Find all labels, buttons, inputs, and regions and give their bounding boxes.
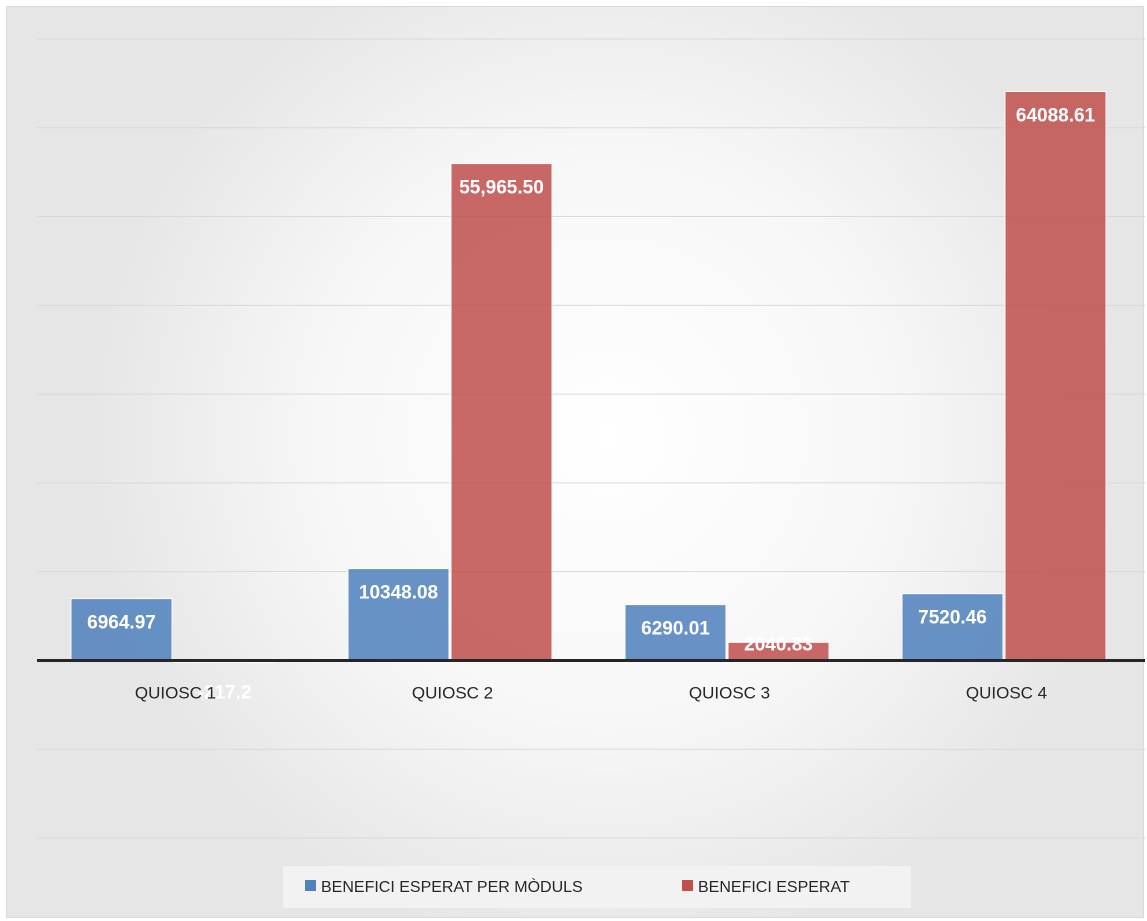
legend-box [283,866,911,908]
legend-label-benefici-esperat: BENEFICI ESPERAT [698,879,850,896]
bars [70,90,1107,663]
chart-area [6,6,1144,918]
category-label-1: QUIOSC 1 [135,683,216,702]
data-label-series1-2: 10348.08 [359,583,438,604]
data-label-series2-4: 64088.61 [1016,105,1096,126]
gridlines [37,38,1145,839]
category-label-2: QUIOSC 2 [412,683,493,702]
category-label-3: QUIOSC 3 [689,683,770,702]
data-labels: 6964.97 -217.2 10348.08 55,965.50 6290.01 204… [87,105,1095,703]
legend-label-benefici-esperat-per-moduls: BENEFICI ESPERAT PER MÒDULS [321,877,583,896]
data-label-series2-2: 55,965.50 [459,178,544,199]
legend-swatch-benefici-esperat [682,880,693,891]
data-label-series2-3: 2040.83 [744,634,813,655]
bar-series1-2 [347,568,450,661]
data-label-series1-4: 7520.46 [918,608,987,629]
bar-series1-3 [624,604,727,661]
category-label-4: QUIOSC 4 [966,683,1047,702]
bar-series2-4 [1004,90,1107,661]
data-label-series1-3: 6290.01 [641,619,710,640]
legend: BENEFICI ESPERAT PER MÒDULS BENEFICI ESP… [283,866,911,908]
data-label-series2-1: -217.2 [198,682,252,703]
category-labels: QUIOSC 1 QUIOSC 2 QUIOSC 3 QUIOSC 4 [135,683,1047,702]
bar-series1-4 [901,593,1004,661]
legend-swatch-benefici-esperat-per-moduls [305,880,316,891]
data-label-series1-1: 6964.97 [87,613,156,634]
bar-series2-2 [450,163,553,661]
